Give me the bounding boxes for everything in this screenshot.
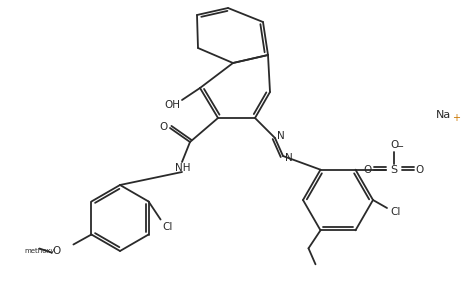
Text: Na: Na <box>436 110 451 120</box>
Text: O: O <box>390 140 399 150</box>
Text: Cl: Cl <box>163 222 173 233</box>
Text: O: O <box>415 165 424 175</box>
Text: S: S <box>390 165 397 175</box>
Text: methoxy: methoxy <box>24 248 55 253</box>
Text: N: N <box>277 131 285 141</box>
Text: Cl: Cl <box>391 207 401 217</box>
Text: −: − <box>396 142 405 152</box>
Text: N: N <box>285 153 293 163</box>
Text: O: O <box>363 165 372 175</box>
Text: OH: OH <box>164 100 180 110</box>
Text: O: O <box>52 245 61 256</box>
Text: O: O <box>159 122 167 132</box>
Text: NH: NH <box>175 163 191 173</box>
Text: +: + <box>452 113 461 123</box>
